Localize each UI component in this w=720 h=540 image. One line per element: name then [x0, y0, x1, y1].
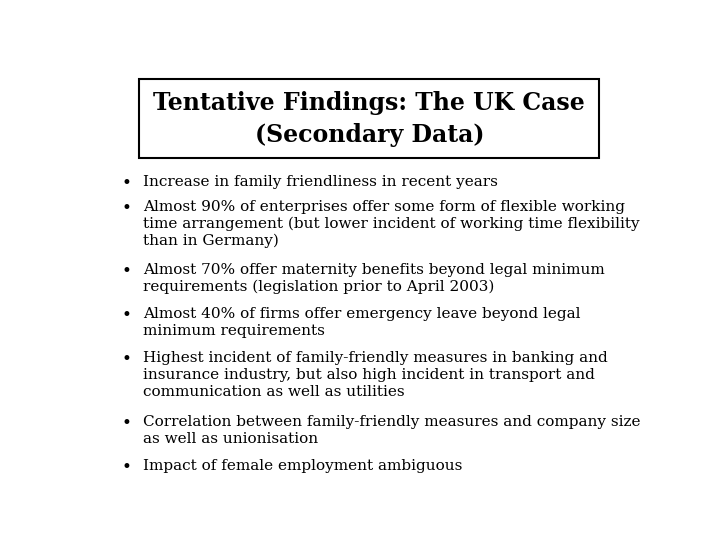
Text: Increase in family friendliness in recent years: Increase in family friendliness in recen…: [143, 175, 498, 189]
Text: Almost 90% of enterprises offer some form of flexible working
time arrangement (: Almost 90% of enterprises offer some for…: [143, 199, 639, 248]
Bar: [139, 79, 600, 158]
Text: •: •: [122, 175, 131, 192]
Text: Tentative Findings: The UK Case
(Secondary Data): Tentative Findings: The UK Case (Seconda…: [153, 91, 585, 147]
Text: •: •: [122, 415, 131, 432]
Text: •: •: [122, 352, 131, 368]
Text: Almost 70% offer maternity benefits beyond legal minimum
requirements (legislati: Almost 70% offer maternity benefits beyo…: [143, 263, 605, 294]
Text: Almost 40% of firms offer emergency leave beyond legal
minimum requirements: Almost 40% of firms offer emergency leav…: [143, 307, 580, 338]
Text: Highest incident of family-friendly measures in banking and
insurance industry, : Highest incident of family-friendly meas…: [143, 352, 608, 399]
Text: Correlation between family-friendly measures and company size
as well as unionis: Correlation between family-friendly meas…: [143, 415, 641, 446]
Text: •: •: [122, 199, 131, 217]
Text: •: •: [122, 307, 131, 324]
Text: •: •: [122, 263, 131, 280]
Text: •: •: [122, 459, 131, 476]
Text: Impact of female employment ambiguous: Impact of female employment ambiguous: [143, 459, 462, 473]
